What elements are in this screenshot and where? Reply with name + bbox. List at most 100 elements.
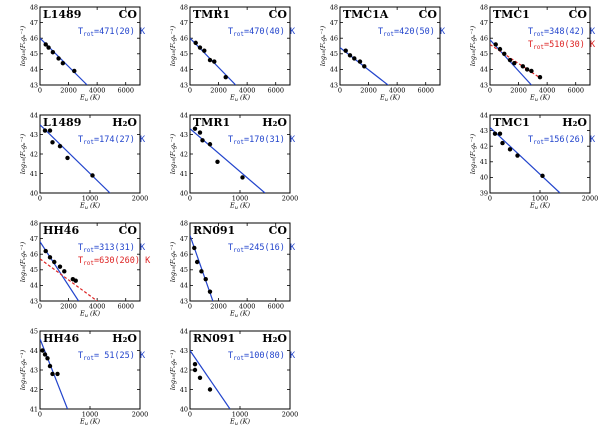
x-tick-label: 4000 [389, 87, 406, 95]
x-tick-label: 0 [188, 195, 192, 203]
y-tick-label: 44 [30, 66, 38, 74]
y-tick-label: 43 [480, 127, 488, 135]
x-axis-label-main: E [229, 202, 235, 210]
x-axis-label-unit: (K) [238, 310, 250, 318]
data-point [47, 255, 53, 260]
x-axis-label: Eu (K) [529, 202, 550, 212]
x-tick-label: 0 [188, 87, 192, 95]
y-tick-label: 48 [180, 219, 188, 227]
y-tick-label: 47 [480, 19, 488, 27]
data-point [362, 64, 367, 69]
y-tick-label: 44 [30, 347, 38, 355]
data-point [524, 67, 530, 72]
y-tick-label: 43 [30, 131, 38, 139]
panel-tmc1-h2o: 0 1000 2000 39 40 41 42 43 44 Eu (K) log₁₀(Fᵤgᵤ⁻¹)… [469, 111, 598, 211]
y-tick-label: 42 [30, 386, 38, 394]
x-tick-label: 0 [188, 303, 192, 311]
y-tick-label: 45 [480, 50, 488, 58]
x-axis-label-main: E [229, 94, 235, 102]
trot-value: =156(26) K [544, 135, 596, 145]
y-tick-label: 41 [480, 158, 488, 166]
data-point [43, 248, 48, 254]
fit-line-red [40, 258, 98, 301]
data-point [56, 56, 61, 61]
data-point [194, 259, 200, 265]
y-tick-label: 47 [30, 19, 38, 27]
y-axis-label: log₁₀(Fᵤgᵤ⁻¹) [19, 133, 27, 174]
source-title: TMC1 [493, 116, 530, 129]
x-tick-label: 4000 [239, 87, 256, 95]
y-tick-label: 43 [480, 81, 488, 89]
x-tick-label: 4000 [89, 87, 106, 95]
data-point [497, 131, 503, 136]
x-tick-label: 2000 [60, 87, 77, 95]
x-tick-label: 0 [188, 411, 192, 419]
x-axis-label-main: E [79, 310, 85, 318]
data-point [520, 64, 526, 69]
x-tick-label: 6000 [417, 87, 434, 95]
trot-value: =170(31) K [244, 135, 296, 145]
data-point [500, 140, 505, 146]
trot-symbol: T [78, 135, 83, 145]
y-tick-label: 46 [30, 35, 38, 43]
source-title: RN091 [193, 224, 235, 237]
y-axis-label: log₁₀(Fᵤgᵤ⁻¹) [169, 133, 177, 174]
x-axis-label-main: E [79, 94, 85, 102]
x-axis-label-unit: (K) [238, 418, 250, 426]
y-tick-label: 43 [180, 131, 188, 139]
x-axis-label-main: E [379, 94, 385, 102]
trot-symbol: T [528, 135, 533, 145]
molecule-title: H₂O [112, 332, 137, 345]
x-axis-label-main: E [529, 94, 535, 102]
y-axis-label: log₁₀(Fᵤgᵤ⁻¹) [169, 25, 177, 66]
data-point [57, 144, 63, 149]
data-point [492, 131, 498, 136]
data-point [347, 53, 353, 58]
y-tick-label: 41 [180, 386, 188, 394]
x-axis-label: Eu (K) [529, 94, 550, 104]
data-point [515, 153, 520, 158]
data-point [343, 48, 348, 53]
trot-value: =174(27) K [94, 135, 146, 145]
x-tick-label: 4000 [239, 303, 256, 311]
source-title: HH46 [43, 332, 79, 345]
y-tick-label: 46 [30, 251, 38, 259]
trot-symbol: T [78, 351, 83, 361]
trot-symbol: T [228, 351, 233, 361]
trot-annotation-blue: Trot=313(31) K [78, 243, 146, 254]
data-point [207, 142, 213, 147]
trot-annotation-red: Trot=510(30) K [528, 40, 596, 51]
y-tick-label: 44 [480, 111, 488, 119]
molecule-title: H₂O [262, 332, 287, 345]
y-tick-label: 48 [180, 3, 188, 11]
x-tick-label: 2000 [132, 195, 149, 203]
panel-l1489-h2o: 0 1000 2000 40 41 42 43 44 Eu (K) log₁₀(Fᵤgᵤ⁻¹) L1… [19, 111, 148, 211]
data-point [42, 128, 48, 133]
trot-subscript: rot [533, 31, 544, 38]
x-axis-label-sub: u [85, 205, 88, 211]
x-axis-label-sub: u [235, 97, 238, 103]
trot-annotation-red: Trot=630(260) K [78, 256, 151, 267]
data-point [197, 130, 203, 135]
molecule-title: H₂O [262, 116, 287, 129]
data-point [193, 40, 198, 46]
y-tick-label: 43 [180, 81, 188, 89]
data-point [197, 45, 203, 50]
x-tick-label: 2000 [132, 411, 149, 419]
fit-line-blue [490, 127, 561, 193]
y-axis-label: log₁₀(Fᵤgᵤ⁻¹) [469, 133, 477, 174]
y-tick-label: 43 [30, 81, 38, 89]
molecule-title: CO [119, 8, 138, 21]
x-axis-label-sub: u [235, 313, 238, 319]
x-tick-label: 6000 [117, 87, 134, 95]
x-axis-label-sub: u [85, 313, 88, 319]
x-tick-label: 1000 [532, 195, 549, 203]
y-tick-label: 46 [180, 251, 188, 259]
plot-frame [489, 6, 591, 86]
trot-annotation-blue: Trot=245(16) K [228, 243, 296, 254]
fit-lines [490, 127, 561, 193]
data-point [207, 57, 213, 63]
data-point [62, 269, 67, 274]
y-tick-label: 40 [180, 189, 188, 197]
data-point [47, 128, 53, 133]
